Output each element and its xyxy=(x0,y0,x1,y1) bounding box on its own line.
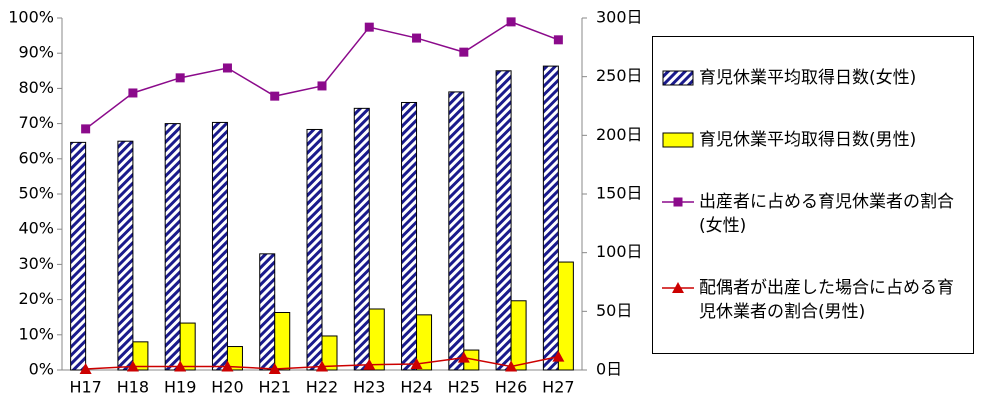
x-tick-label: H27 xyxy=(542,378,574,397)
y-tick-label: 70% xyxy=(18,113,54,132)
bar xyxy=(557,261,574,371)
line-marker xyxy=(457,351,470,363)
bar xyxy=(448,91,465,371)
legend-label: 育児休業平均取得日数(女性) xyxy=(699,68,917,88)
line-marker xyxy=(270,91,280,101)
y2-tick-label: 0日 xyxy=(596,360,622,379)
y-tick-label: 100% xyxy=(8,8,54,27)
legend-item: 配偶者が出産した場合に占める育児休業者の割合(男性) xyxy=(661,276,965,324)
bar xyxy=(542,65,559,371)
bar xyxy=(259,253,276,371)
legend: 育児休業平均取得日数(女性) 育児休業平均取得日数(男性) 出産者に占める育児休業者… xyxy=(652,36,974,354)
y-tick-label: 90% xyxy=(18,43,54,62)
bar xyxy=(226,346,243,371)
y-tick-label: 10% xyxy=(18,324,54,343)
y-tick-label: 80% xyxy=(18,78,54,97)
x-tick-label: H21 xyxy=(259,378,291,397)
bar xyxy=(274,312,291,371)
x-tick-label: H24 xyxy=(400,378,432,397)
line-marker xyxy=(174,360,187,372)
y2-tick-label: 150日 xyxy=(596,184,643,203)
legend-symbol xyxy=(662,132,694,148)
y2-tick-label: 200日 xyxy=(596,125,643,144)
x-tick-label: H17 xyxy=(69,378,101,397)
x-tick-label: H25 xyxy=(448,378,480,397)
bar xyxy=(495,70,512,371)
legend-swatch xyxy=(662,132,694,148)
bar xyxy=(368,308,385,371)
bar xyxy=(211,121,228,371)
line-marker xyxy=(505,360,518,372)
legend-symbol xyxy=(662,197,694,207)
legend-item: 育児休業平均取得日数(女性) xyxy=(661,66,965,90)
line-marker xyxy=(363,358,376,370)
legend-label: 育児休業平均取得日数(男性) xyxy=(699,130,917,150)
y-tick-label: 30% xyxy=(18,254,54,273)
bar xyxy=(510,300,527,371)
x-tick-label: H20 xyxy=(211,378,243,397)
legend-label: 配偶者が出産した場合に占める育児休業者の割合(男性) xyxy=(699,278,954,322)
line-marker xyxy=(268,362,281,374)
y2-tick-label: 50日 xyxy=(596,301,632,320)
line-marker xyxy=(126,360,139,372)
x-tick-label: H18 xyxy=(117,378,149,397)
line-marker xyxy=(316,360,328,372)
y2-tick-label: 300日 xyxy=(596,8,643,27)
legend-marker xyxy=(672,282,684,293)
x-tick-label: H23 xyxy=(353,378,385,397)
bar xyxy=(306,128,323,371)
bar xyxy=(164,123,181,371)
line-marker xyxy=(317,81,327,91)
y-tick-label: 40% xyxy=(18,219,54,238)
line-marker xyxy=(222,63,232,73)
line-marker xyxy=(412,33,422,43)
legend-label: 出産者に占める育児休業者の割合(女性) xyxy=(699,192,954,236)
bar xyxy=(132,341,149,371)
line-marker xyxy=(506,17,516,27)
x-tick-label: H26 xyxy=(495,378,527,397)
bar xyxy=(179,322,196,371)
line-marker xyxy=(459,47,469,57)
legend-item: 育児休業平均取得日数(男性) xyxy=(661,128,965,152)
y-tick-label: 50% xyxy=(18,184,54,203)
x-tick-label: H19 xyxy=(164,378,196,397)
line-marker xyxy=(79,362,92,374)
line-marker xyxy=(410,358,423,370)
y-tick-label: 0% xyxy=(29,360,54,379)
line-marker xyxy=(364,22,374,32)
line-marker xyxy=(175,73,185,83)
y-tick-label: 60% xyxy=(18,148,54,167)
bar xyxy=(401,101,418,371)
bar xyxy=(416,314,433,371)
line xyxy=(85,21,559,130)
bar xyxy=(353,107,370,371)
y-tick-label: 20% xyxy=(18,289,54,308)
bar xyxy=(321,335,338,371)
legend-marker xyxy=(673,197,683,207)
legend-swatch xyxy=(662,70,694,86)
line-marker xyxy=(553,35,563,45)
line-marker xyxy=(81,124,91,134)
bar xyxy=(117,140,134,371)
legend-item: 出産者に占める育児休業者の割合(女性) xyxy=(661,190,965,238)
legend-symbol xyxy=(662,70,694,86)
bar xyxy=(70,141,87,371)
y2-tick-label: 250日 xyxy=(596,66,643,85)
line-marker xyxy=(552,350,565,362)
line-marker xyxy=(128,88,138,98)
legend-symbol xyxy=(662,282,694,293)
y2-tick-label: 100日 xyxy=(596,242,643,261)
line-marker xyxy=(221,360,234,372)
x-tick-label: H22 xyxy=(306,378,338,397)
